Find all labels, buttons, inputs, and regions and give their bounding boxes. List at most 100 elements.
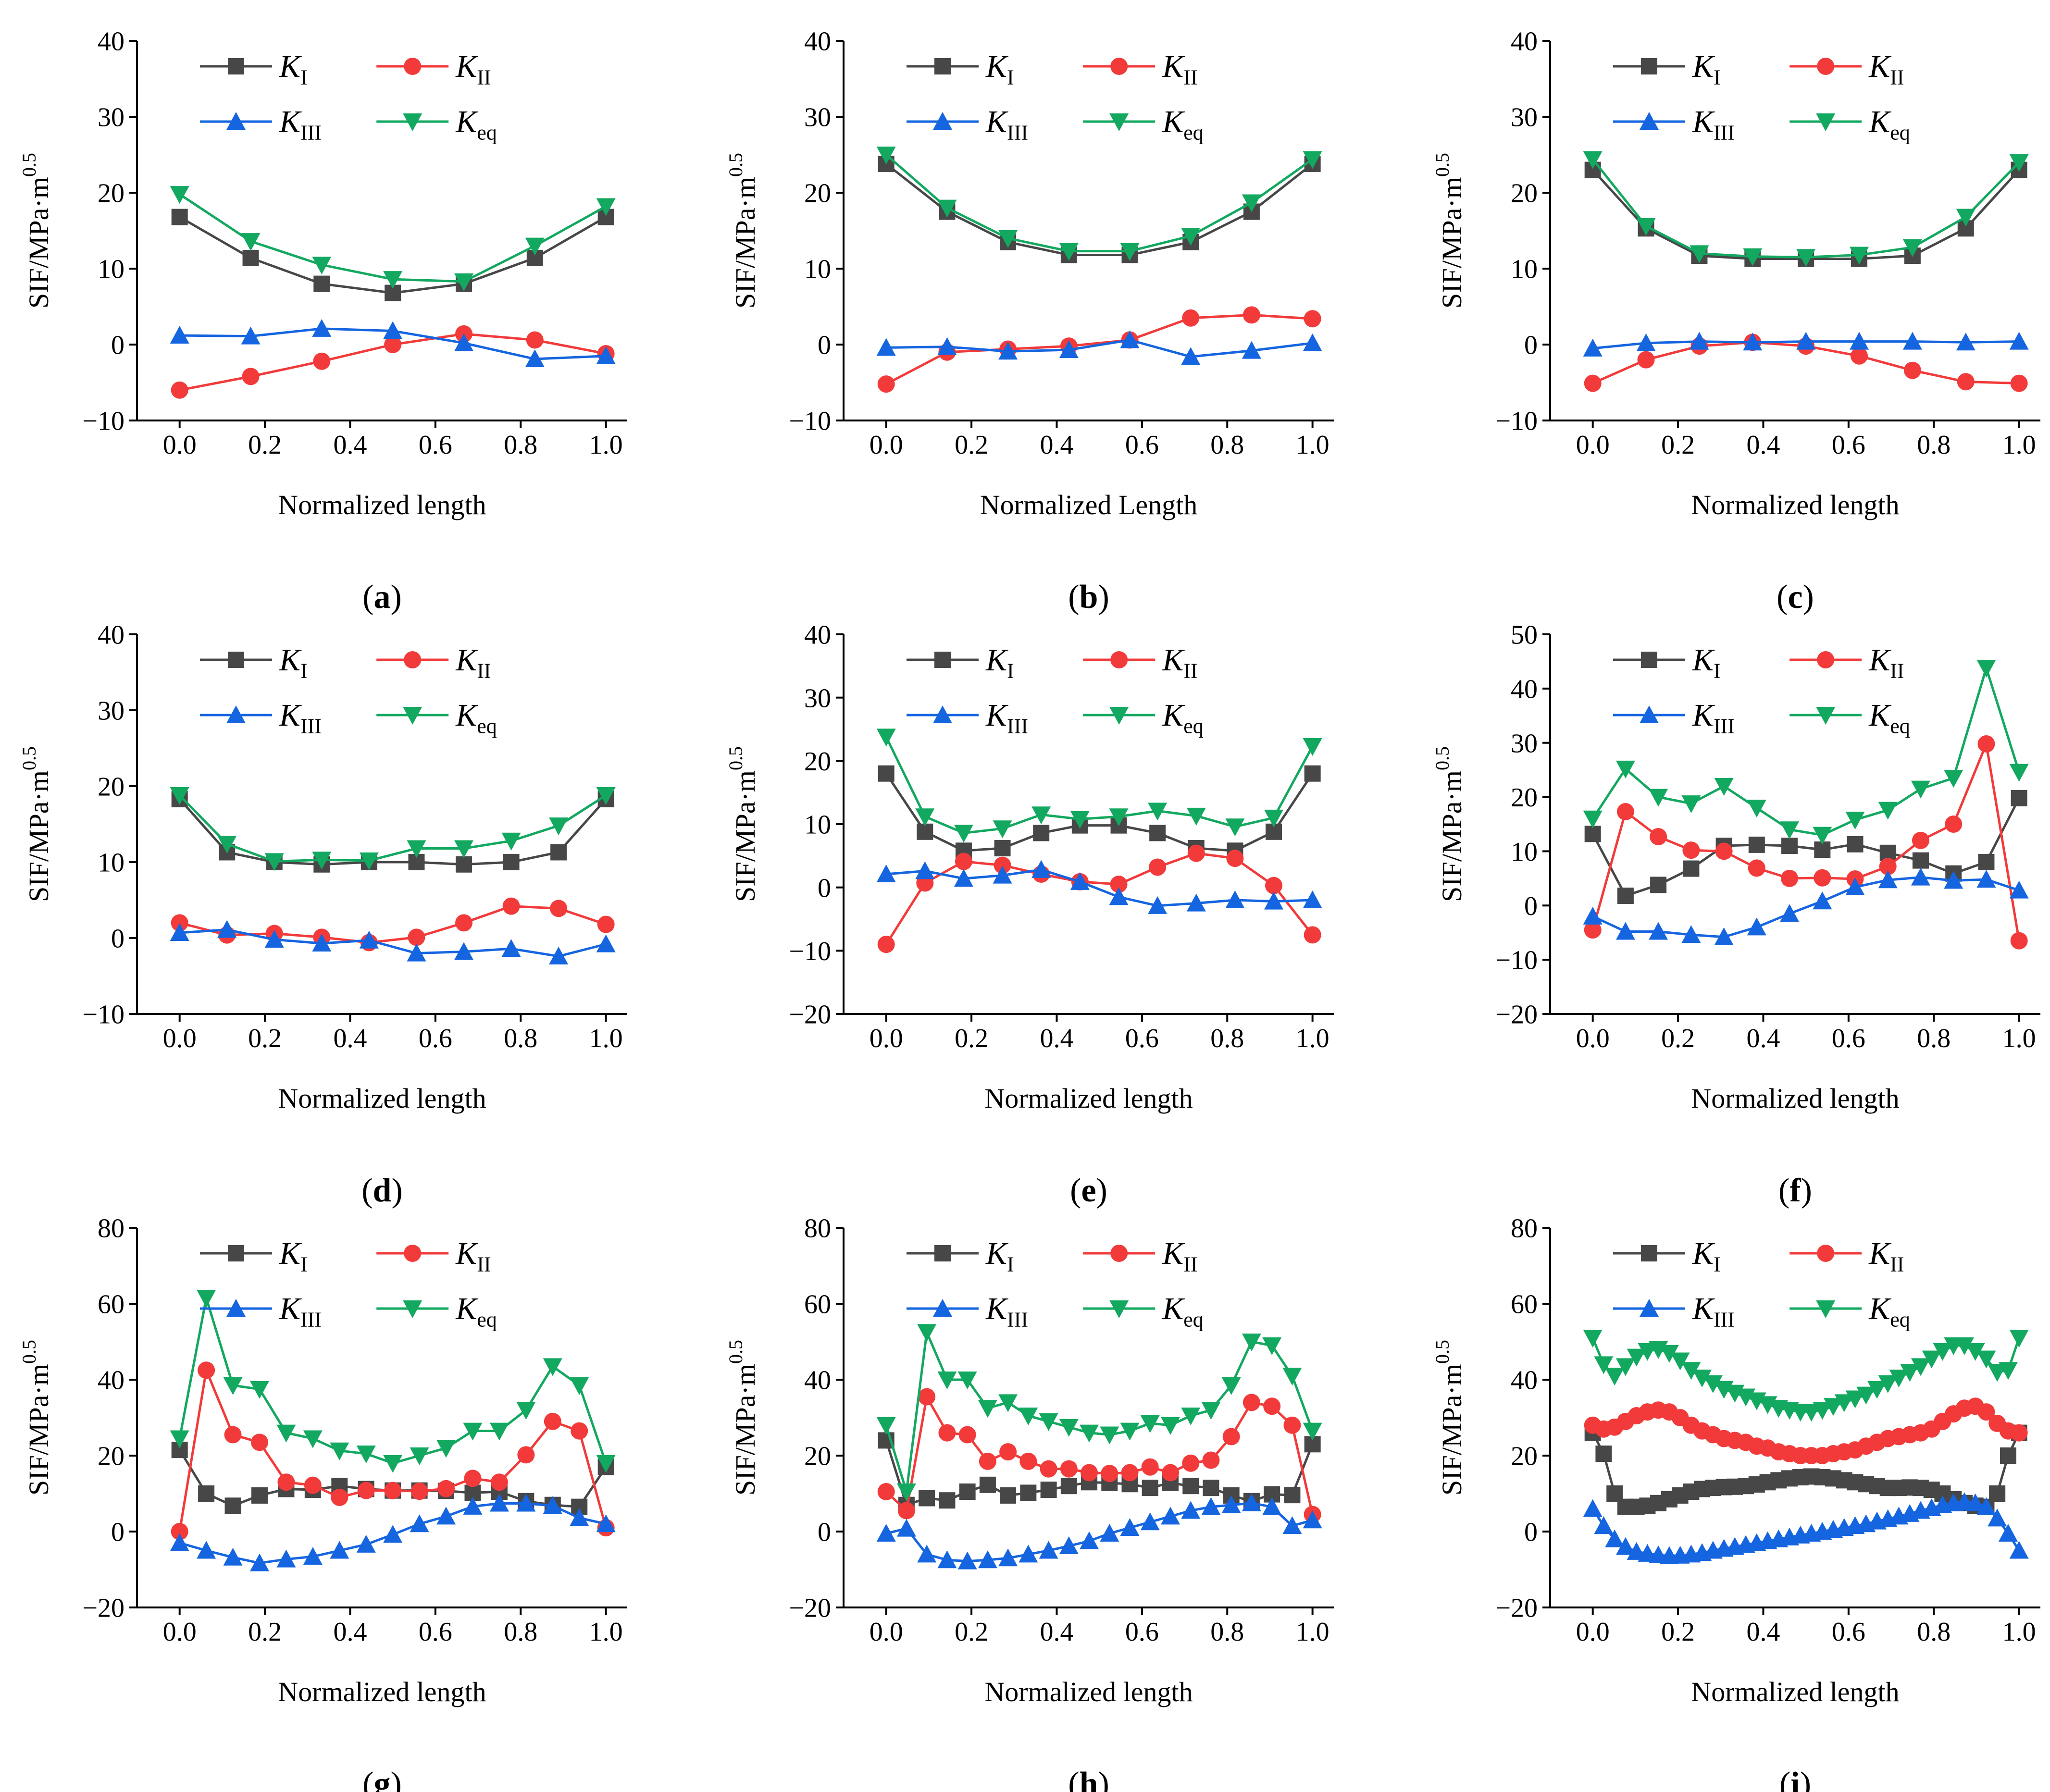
series-line-kiii (886, 338, 1313, 358)
data-point-ki (2011, 790, 2027, 806)
legend-label-keq: Keq (1162, 698, 1204, 738)
data-point-kiii (1059, 1536, 1079, 1555)
legend-marker-kiii (226, 705, 246, 723)
data-point-kii (1977, 1403, 1995, 1421)
data-point-keq (596, 1455, 616, 1473)
data-point-kii (1242, 1394, 1260, 1411)
data-point-kiii (1262, 1497, 1282, 1515)
y-tick-label: 20 (1511, 179, 1538, 209)
data-point-ki (550, 844, 567, 861)
legend: KI KII KIII Keq (907, 49, 1204, 144)
series-kiii (170, 1494, 616, 1571)
legend-marker-keq (403, 113, 422, 131)
y-axis-title: SIF/MPa·m0.5 (1431, 746, 1467, 902)
data-point-kii (1304, 310, 1321, 328)
data-point-keq (993, 820, 1012, 839)
x-tick-label: 0.2 (248, 1617, 282, 1647)
legend-marker-ki (228, 652, 244, 668)
data-point-keq (1615, 1358, 1635, 1376)
x-tick-label: 0.6 (419, 1024, 452, 1053)
data-point-kiii (1039, 1541, 1058, 1559)
data-point-keq (1845, 811, 1865, 829)
data-point-keq (1100, 1426, 1119, 1445)
data-point-ki (1683, 860, 1700, 877)
x-tick-label: 0.8 (1917, 1617, 1951, 1647)
legend-label-keq: Keq (455, 104, 497, 144)
data-point-kii (277, 1473, 295, 1491)
legend: KI KII KIII Keq (1613, 1236, 1910, 1331)
legend-label-ki: KI (279, 49, 308, 89)
y-tick-label: 80 (98, 1214, 124, 1244)
data-point-kiii (596, 1514, 616, 1532)
legend-label-kii: KII (1162, 1236, 1197, 1276)
series-line-ki (1591, 169, 2020, 260)
data-point-ki (251, 1487, 268, 1504)
x-tick-label: 0.4 (333, 1617, 367, 1647)
data-point-kii (313, 352, 331, 370)
legend: KI KII KIII Keq (200, 643, 497, 738)
x-tick-label: 1.0 (2002, 430, 2036, 460)
data-point-kiii (303, 1547, 323, 1565)
data-point-kii (1616, 803, 1634, 821)
data-point-kiii (1019, 1545, 1038, 1563)
x-tick-label: 1.0 (2002, 1024, 2036, 1053)
x-axis-title: Normalized length (278, 1676, 486, 1707)
legend-marker-ki (934, 652, 951, 668)
data-point-kii (1851, 347, 1868, 365)
x-tick-label: 0.8 (1210, 1617, 1244, 1647)
data-point-keq (896, 1483, 916, 1502)
data-point-ki (171, 209, 188, 225)
data-point-keq (1780, 821, 1800, 840)
data-point-ki (1595, 1446, 1612, 1462)
y-tick-label: 30 (1511, 103, 1538, 133)
data-point-kiii (1796, 332, 1816, 350)
data-point-keq (937, 199, 957, 218)
data-point-kii (171, 1523, 188, 1540)
y-tick-label: 60 (98, 1290, 124, 1320)
series-kiii (1583, 332, 2029, 357)
data-point-kii (357, 1482, 375, 1499)
series-line-kiii (179, 928, 607, 958)
data-point-kii (384, 1482, 402, 1499)
legend-label-ki: KI (1692, 1236, 1721, 1276)
data-point-keq (1186, 807, 1206, 826)
data-point-kii (408, 928, 425, 946)
data-point-keq (2009, 154, 2029, 172)
data-point-kiii (1221, 1495, 1241, 1513)
legend-marker-keq (1816, 113, 1836, 131)
series-kii (1584, 735, 2028, 950)
y-tick-label: 0 (818, 331, 831, 360)
legend-marker-ki (228, 1245, 244, 1261)
data-point-kiii (383, 321, 403, 339)
legend-label-keq: Keq (1868, 1291, 1910, 1331)
data-point-keq (1747, 800, 1766, 818)
x-tick-label: 0.4 (1746, 1617, 1780, 1647)
legend-marker-keq (1109, 113, 1129, 131)
data-point-ki (1000, 1487, 1017, 1504)
data-point-keq (978, 1400, 997, 1418)
data-point-keq (170, 787, 189, 805)
data-point-keq (1148, 803, 1168, 821)
data-point-kii (410, 1483, 428, 1500)
data-point-kii (1637, 351, 1655, 369)
data-point-keq (264, 853, 284, 871)
legend-label-kii: KII (455, 643, 491, 682)
y-axis-title: SIF/MPa·m0.5 (725, 1340, 761, 1495)
data-point-kiii (1780, 904, 1800, 922)
data-point-kiii (596, 934, 616, 952)
data-point-keq (1225, 818, 1245, 837)
legend-label-ki: KI (279, 643, 308, 682)
x-axis-title: Normalized Length (980, 489, 1198, 520)
y-tick-label: 40 (1511, 27, 1538, 57)
x-tick-label: 0.0 (870, 1024, 903, 1053)
series-keq (1583, 659, 2029, 845)
data-point-kiii (993, 865, 1012, 884)
data-point-kiii (1201, 1497, 1221, 1515)
series-line-keq (885, 736, 1314, 834)
series-line-kii (179, 905, 607, 944)
legend-label-keq: Keq (1868, 698, 1910, 738)
x-tick-label: 0.8 (1917, 1024, 1951, 1053)
y-tick-label: 20 (98, 1442, 124, 1471)
data-point-ki (1978, 854, 1995, 870)
data-point-kiii (543, 1496, 562, 1514)
